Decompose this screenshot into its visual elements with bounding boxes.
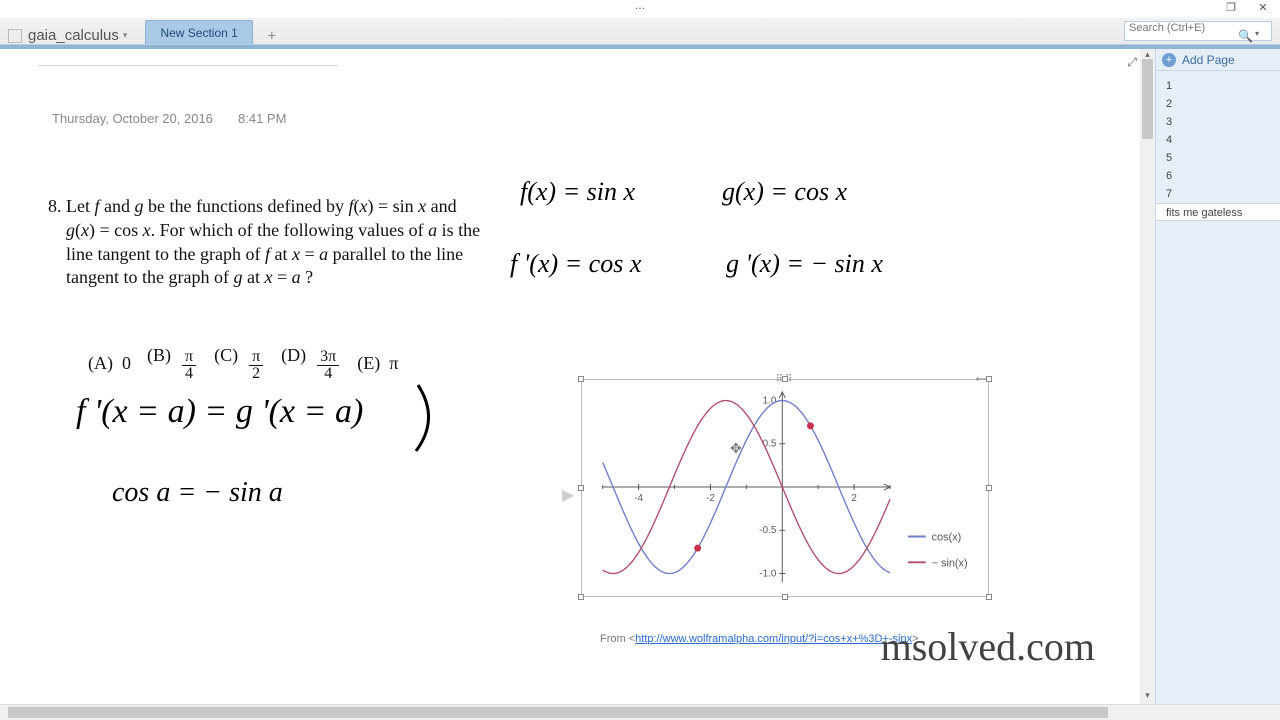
notebook-name: gaia_calculus (28, 27, 119, 44)
selection-handle[interactable] (986, 594, 992, 600)
add-page-button[interactable]: + Add Page (1156, 49, 1280, 71)
handwriting-g: g(x) = cos x (722, 177, 847, 207)
svg-text:-1.0: -1.0 (759, 568, 777, 579)
page-item[interactable]: 4 (1156, 131, 1280, 149)
selection-handle[interactable] (578, 594, 584, 600)
expand-icon[interactable]: ⤢ (1127, 55, 1137, 70)
answer-choice: (E) π (357, 353, 398, 374)
selection-handle[interactable] (782, 594, 788, 600)
answer-choice: (C) π2 (214, 345, 265, 382)
svg-text:1.0: 1.0 (763, 396, 777, 407)
hand-stroke-paren (410, 379, 450, 459)
play-icon[interactable]: ▶ (562, 485, 574, 505)
add-section-button[interactable]: + (263, 26, 281, 44)
answer-choice: (B) π4 (147, 345, 198, 382)
page-item[interactable]: fits me gateless (1156, 203, 1280, 221)
move-cursor-icon: ✥ (730, 440, 742, 457)
answer-choice: (A) 0 (88, 353, 131, 374)
selection-handle[interactable] (578, 485, 584, 491)
notebook-dropdown[interactable]: gaia_calculus ▾ (8, 27, 127, 44)
selection-handle[interactable] (986, 485, 992, 491)
source-link[interactable]: http://www.wolframalpha.com/input/?i=cos… (635, 633, 912, 645)
note-canvas[interactable]: ⤢ ▴ ▾ Thursday, October 20, 2016 8:41 PM… (0, 49, 1155, 704)
source-line: From <http://www.wolframalpha.com/input/… (600, 633, 919, 645)
search-icon: 🔍 (1238, 29, 1253, 43)
selection-handle[interactable] (986, 376, 992, 382)
svg-text:-0.5: -0.5 (759, 525, 777, 536)
chart-svg: -4 -2 2 -1.0 -0.5 0.5 1.0 cos(x) − sin(x) (582, 380, 988, 596)
problem-body: Let f and g be the functions defined by … (66, 196, 480, 287)
horizontal-scrollbar[interactable] (0, 704, 1280, 720)
page-item[interactable]: 3 (1156, 113, 1280, 131)
restore-button[interactable]: ❐ (1218, 1, 1244, 15)
svg-text:cos(x): cos(x) (932, 532, 962, 544)
embedded-chart[interactable]: ⠿⠿ ⟷ -4-22-1.0-0.50.51.0cos(x)− sin(x) ✥ (581, 379, 989, 597)
svg-text:-4: -4 (634, 493, 643, 504)
section-tab-label: New Section 1 (160, 26, 237, 40)
note-date: Thursday, October 20, 2016 (52, 111, 213, 126)
section-tab[interactable]: New Section 1 (145, 20, 252, 44)
handwriting-fp: f '(x) = cos x (510, 249, 641, 279)
page-item[interactable]: 6 (1156, 167, 1280, 185)
add-page-label: Add Page (1182, 53, 1235, 67)
search-placeholder: Search (Ctrl+E) (1129, 22, 1205, 34)
search-input[interactable]: Search (Ctrl+E) 🔍 ▾ (1124, 21, 1272, 41)
svg-text:− sin(x): − sin(x) (932, 557, 968, 569)
window-titlebar: … ❐ ✕ (0, 0, 1280, 18)
answer-choice: (D) 3π4 (281, 345, 341, 382)
handwriting-eqb: cos a = − sin a (112, 477, 283, 509)
notebook-icon (8, 29, 22, 43)
selection-handle[interactable] (578, 376, 584, 382)
chevron-down-icon[interactable]: ▾ (1255, 29, 1259, 38)
handwriting-f: f(x) = sin x (520, 177, 635, 207)
watermark: msolved.com (881, 623, 1095, 670)
scrollbar-thumb[interactable] (1142, 59, 1153, 139)
page-list: 1234567fits me gateless (1156, 71, 1280, 221)
page-item[interactable]: 2 (1156, 95, 1280, 113)
svg-text:0.5: 0.5 (763, 439, 777, 450)
tab-strip: gaia_calculus ▾ New Section 1 + Search (… (0, 18, 1280, 45)
vertical-scrollbar[interactable]: ▴ ▾ (1140, 49, 1155, 704)
handwriting-eqa: f '(x = a) = g '(x = a) (76, 393, 363, 431)
window-title-ellipsis: … (635, 0, 646, 18)
page-sidebar: + Add Page 1234567fits me gateless (1155, 49, 1280, 704)
scroll-down-icon[interactable]: ▾ (1140, 690, 1155, 704)
source-prefix: From < (600, 633, 635, 645)
page-item[interactable]: 5 (1156, 149, 1280, 167)
svg-text:-2: -2 (706, 493, 715, 504)
page-item[interactable]: 1 (1156, 77, 1280, 95)
problem-number: 8. (48, 195, 62, 219)
handwriting-gp: g '(x) = − sin x (726, 249, 883, 279)
answer-choices: (A) 0 (B) π4 (C) π2 (D) 3π4 (E) π (88, 345, 398, 382)
svg-text:2: 2 (851, 493, 857, 504)
close-button[interactable]: ✕ (1250, 1, 1276, 15)
problem-text: 8. Let f and g be the functions defined … (66, 195, 486, 290)
selection-handle[interactable] (782, 376, 788, 382)
note-time: 8:41 PM (238, 111, 286, 126)
page-item[interactable]: 7 (1156, 185, 1280, 203)
chevron-down-icon: ▾ (123, 30, 128, 41)
scrollbar-thumb[interactable] (8, 707, 1108, 718)
plus-icon: + (1162, 53, 1176, 67)
